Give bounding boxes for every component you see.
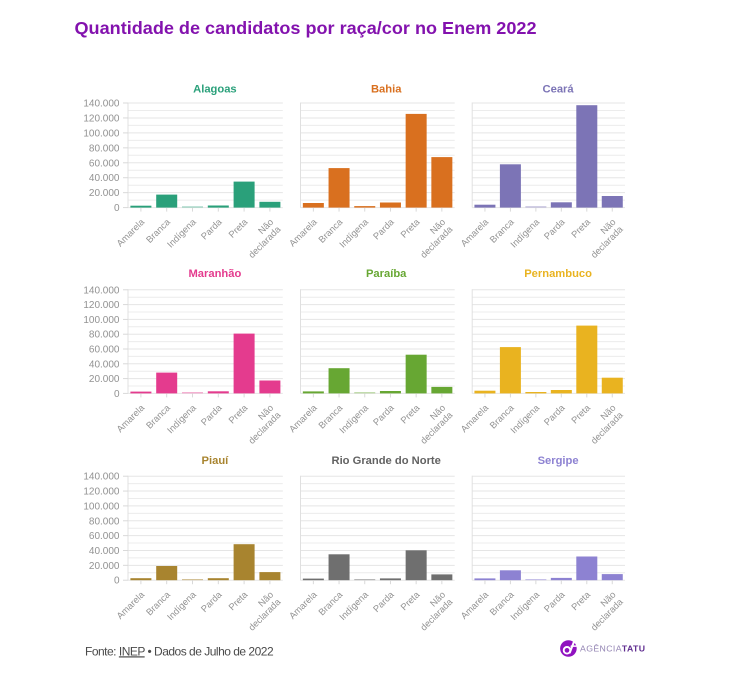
svg-text:Alagoas: Alagoas bbox=[193, 83, 237, 95]
svg-text:100.000: 100.000 bbox=[83, 128, 120, 139]
svg-text:60.000: 60.000 bbox=[89, 158, 120, 169]
svg-text:Quantidade de candidatos por r: Quantidade de candidatos por raça/cor no… bbox=[75, 18, 537, 38]
svg-text:Pernambuco: Pernambuco bbox=[524, 268, 592, 280]
svg-text:20.000: 20.000 bbox=[89, 561, 120, 572]
svg-text:Fonte: INEP • Dados de Julho d: Fonte: INEP • Dados de Julho de 2022 bbox=[85, 644, 274, 658]
svg-text:20.000: 20.000 bbox=[89, 374, 120, 385]
svg-text:Paraíba: Paraíba bbox=[366, 268, 407, 280]
svg-text:140.000: 140.000 bbox=[83, 472, 120, 483]
svg-text:Bahia: Bahia bbox=[371, 83, 402, 95]
svg-text:120.000: 120.000 bbox=[83, 300, 120, 311]
svg-text:AGÊNCIATATU: AGÊNCIATATU bbox=[580, 643, 645, 653]
svg-text:140.000: 140.000 bbox=[83, 99, 120, 110]
svg-text:100.000: 100.000 bbox=[83, 501, 120, 512]
svg-text:40.000: 40.000 bbox=[89, 546, 120, 557]
svg-text:40.000: 40.000 bbox=[89, 173, 120, 184]
svg-text:140.000: 140.000 bbox=[83, 285, 120, 296]
svg-text:80.000: 80.000 bbox=[89, 143, 120, 154]
svg-text:120.000: 120.000 bbox=[83, 487, 120, 498]
svg-text:0: 0 bbox=[114, 389, 120, 400]
svg-text:60.000: 60.000 bbox=[89, 345, 120, 356]
svg-text:0: 0 bbox=[114, 203, 120, 214]
svg-text:40.000: 40.000 bbox=[89, 359, 120, 370]
svg-text:120.000: 120.000 bbox=[83, 113, 120, 124]
svg-text:Ceará: Ceará bbox=[543, 83, 575, 95]
svg-text:20.000: 20.000 bbox=[89, 188, 120, 199]
svg-text:Sergipe: Sergipe bbox=[538, 455, 579, 467]
svg-text:80.000: 80.000 bbox=[89, 330, 120, 341]
svg-text:60.000: 60.000 bbox=[89, 531, 120, 542]
svg-text:Piauí: Piauí bbox=[202, 455, 230, 467]
svg-text:100.000: 100.000 bbox=[83, 315, 120, 326]
svg-text:Rio Grande do Norte: Rio Grande do Norte bbox=[331, 455, 440, 467]
svg-text:Maranhão: Maranhão bbox=[188, 268, 241, 280]
svg-text:0: 0 bbox=[114, 576, 120, 587]
svg-text:80.000: 80.000 bbox=[89, 516, 120, 527]
